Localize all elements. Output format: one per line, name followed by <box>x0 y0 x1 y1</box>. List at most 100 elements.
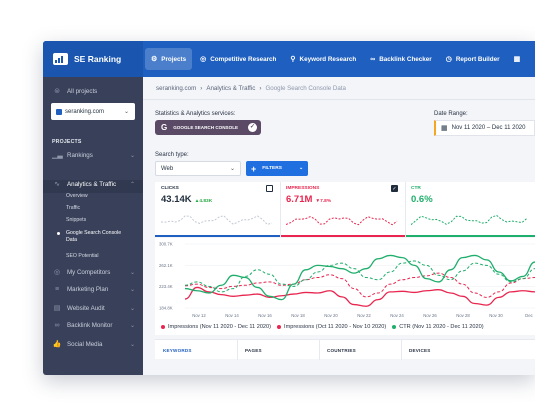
metrics-panel: CLICKS 43.14K ▲4.83K IMPRESSIONS 6.71M ▼7.8% ✓… <box>155 182 535 237</box>
chevron-up-icon: ⌃ <box>129 181 135 188</box>
sidebar-item-label: Social Media <box>67 340 103 348</box>
check-icon: ✓ <box>248 123 257 132</box>
tab-pages[interactable]: PAGES <box>245 348 262 353</box>
sidebar-item-label: My Competitors <box>67 268 111 276</box>
series-line-3 <box>184 260 535 293</box>
y-tick-label: 262.1K <box>159 263 173 268</box>
sidebar-subitem[interactable]: Traffic <box>66 205 81 211</box>
sidebar-item-label: Analytics & Traffic <box>67 180 117 188</box>
tab-separator <box>319 340 320 360</box>
search-type-select[interactable]: Web ⌄ <box>155 161 241 176</box>
projects-heading: PROJECTS <box>52 139 82 145</box>
metric-card-clicks[interactable]: CLICKS 43.14K ▲4.83K <box>155 182 280 237</box>
metric-value-text: 0.6% <box>411 194 433 205</box>
legend-item[interactable]: Impressions (Oct 11 2020 - Nov 10 2020) <box>277 324 386 330</box>
sidebar-subitem[interactable]: Snippets <box>66 217 87 223</box>
all-projects-icon: ⊜ <box>54 88 60 95</box>
chart-legend: Impressions (Nov 11 2020 - Dec 11 2020) I… <box>161 324 484 330</box>
chevron-down-icon: ⌄ <box>229 166 235 172</box>
metric-checkbox[interactable]: ✓ <box>391 185 398 192</box>
x-tick-label: Nov 22 <box>357 313 371 318</box>
all-projects-link[interactable]: ⊜ All projects <box>43 87 143 96</box>
legend-item[interactable]: CTR (Nov 11 2020 - Dec 11 2020) <box>392 324 484 330</box>
website-audit-icon: ▤ <box>53 305 61 312</box>
project-select-value: seranking.com <box>65 108 105 115</box>
filters-label: FILTERS <box>262 166 282 171</box>
legend-label: CTR (Nov 11 2020 - Dec 11 2020) <box>399 324 484 330</box>
x-tick-label: Nov 18 <box>291 313 305 318</box>
analytics-icon: ∿ <box>54 181 60 188</box>
sidebar-item-social-media[interactable]: 👍 Social Media ⌄ <box>43 340 143 349</box>
competitors-icon: ◎ <box>53 269 61 276</box>
sidebar-item-rankings[interactable]: ▁▃ Rankings ⌄ <box>43 151 143 160</box>
chevron-down-icon: ⌄ <box>129 323 135 329</box>
legend-item[interactable]: Impressions (Nov 11 2020 - Dec 11 2020) <box>161 324 271 330</box>
metric-name: CTR <box>411 186 421 191</box>
sidebar-subitem[interactable]: Data <box>66 237 77 243</box>
chevron-down-icon: ⌄ <box>129 341 135 348</box>
tab-separator <box>401 340 402 360</box>
tab-keywords[interactable]: KEYWORDS <box>163 348 192 353</box>
project-select[interactable]: seranking.com ⌄ <box>51 103 135 120</box>
top-bar: SE Ranking ⚙ Projects ◎ Competitive Researc… <box>43 41 535 77</box>
nav-projects[interactable]: ⚙ Projects <box>145 48 193 70</box>
tab-devices[interactable]: DEVICES <box>409 348 431 353</box>
metric-separator <box>280 182 281 237</box>
active-item-highlight <box>43 180 143 193</box>
sparkline-path <box>161 215 273 225</box>
backlink-checker-icon: ∞ <box>370 55 376 63</box>
breadcrumb-root[interactable]: seranking.com <box>156 85 197 92</box>
chevron-down-icon: ⌄ <box>123 109 129 115</box>
sidebar-item-label: Website Audit <box>67 304 105 312</box>
sidebar-subitem[interactable]: Overview <box>66 193 88 199</box>
date-range-picker[interactable]: ▦ Nov 11 2020 – Dec 11 2020 <box>434 120 535 136</box>
nav-label: Competitive Research <box>210 55 277 63</box>
nav-backlink-checker[interactable]: ∞ Backlink Checker <box>364 48 438 70</box>
line-chart: 300.7K 262.1K 223.4K 184.8K Nov 12 Nov 14 Nov … <box>159 242 535 318</box>
nav-keyword-research[interactable]: ⚲ Keyword Research <box>284 48 362 70</box>
services-label: Statistics & Analytics services: <box>155 111 236 117</box>
sidebar-item-label: Rankings <box>67 151 93 159</box>
metric-sparkline <box>411 214 528 226</box>
chevron-down-icon: ⌄ <box>129 269 135 276</box>
legend-dot <box>277 324 282 329</box>
brand[interactable]: SE Ranking <box>43 41 143 77</box>
nav-report-builder[interactable]: ◷ Report Builder <box>440 48 506 70</box>
metric-sparkline <box>161 215 273 225</box>
nav-competitive-research[interactable]: ◎ Competitive Research <box>194 48 282 70</box>
google-search-console-button[interactable]: G GOOGLE SEARCH CONSOLE ✓ <box>155 120 261 135</box>
search-type-value: Web <box>161 165 174 172</box>
metric-value: 43.14K ▲4.83K <box>161 194 212 205</box>
grid-icon: ▦ <box>513 56 521 63</box>
report-builder-icon: ◷ <box>445 56 452 63</box>
sidebar-item-my-competitors[interactable]: ◎ My Competitors ⌄ <box>43 268 143 277</box>
breadcrumb-section[interactable]: Analytics & Traffic <box>206 85 256 92</box>
search-type-label: Search type: <box>155 152 189 158</box>
sidebar-item-website-audit[interactable]: ▤ Website Audit ⌄ <box>43 304 143 313</box>
y-tick-label: 300.7K <box>159 242 173 247</box>
date-range-value: Nov 11 2020 – Dec 11 2020 <box>451 125 526 131</box>
sidebar-subitem[interactable]: SEO Potential <box>66 253 99 259</box>
metric-card-ctr[interactable]: CTR 0.6% <box>405 182 535 237</box>
sidebar-item-marketing-plan[interactable]: ≡ Marketing Plan ⌄ <box>43 286 143 293</box>
keyword-research-icon: ⚲ <box>290 56 296 63</box>
main-content: seranking.com › Analytics & Traffic › Google… <box>143 77 535 375</box>
nav-label: Keyword Research <box>299 55 357 63</box>
chart-panel: 300.7K 262.1K 223.4K 184.8K Nov 12 Nov 14 Nov … <box>155 238 535 335</box>
sidebar-item-analytics-traffic[interactable]: ∿ Analytics & Traffic ⌃ <box>43 180 143 189</box>
chevron-down-icon: ⌄ <box>129 152 135 159</box>
metric-sparkline <box>286 216 398 226</box>
nav-apps[interactable]: ▦ <box>508 48 531 70</box>
tab-countries[interactable]: COUNTRIES <box>327 348 356 353</box>
x-tick-label: Nov 20 <box>324 313 338 318</box>
sidebar: ⊜ All projects seranking.com ⌄ PROJECTS … <box>43 77 143 375</box>
filters-button[interactable]: + FILTERS ⌄ <box>246 161 308 176</box>
metric-checkbox[interactable] <box>266 185 273 192</box>
sidebar-subitem[interactable]: Google Search Console <box>66 230 122 236</box>
date-range-label: Date Range: <box>434 111 468 117</box>
app-window: SE Ranking ⚙ Projects ◎ Competitive Researc… <box>43 41 535 375</box>
x-tick-label: Nov 16 <box>258 313 272 318</box>
metric-card-impressions[interactable]: IMPRESSIONS 6.71M ▼7.8% ✓ <box>280 182 405 237</box>
sidebar-item-backlink-monitor[interactable]: ∞ Backlink Monitor ⌄ <box>43 322 143 329</box>
metric-color-bar <box>155 235 280 237</box>
